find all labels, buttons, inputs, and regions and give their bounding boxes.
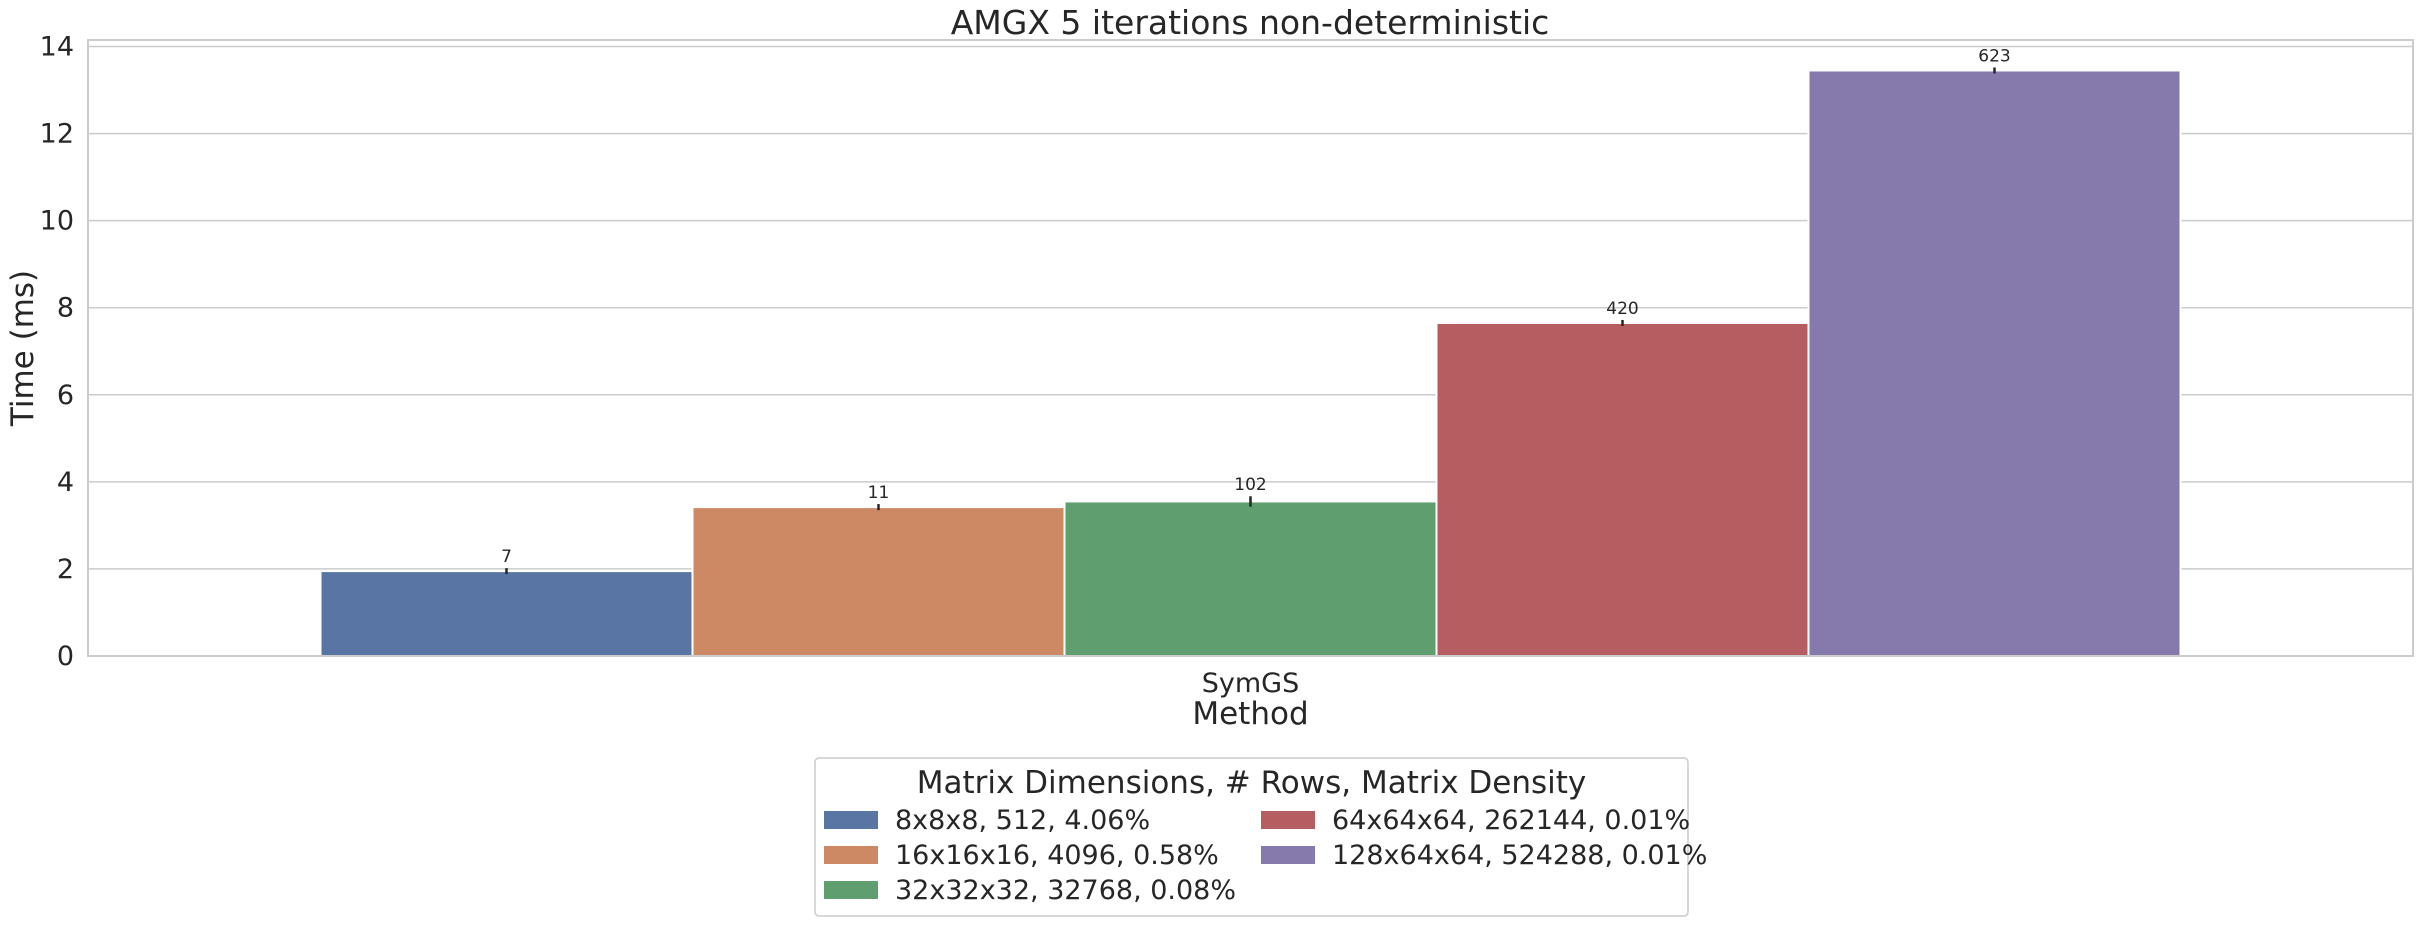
legend-item: 32x32x32, 32768, 0.08% [824, 875, 1236, 906]
legend-swatch [1261, 811, 1315, 829]
legend-swatch [824, 846, 878, 864]
legend-title: Matrix Dimensions, # Rows, Matrix Densit… [917, 765, 1587, 801]
plot-frame [87, 39, 2414, 657]
bar [1063, 500, 1438, 658]
legend-label: 32x32x32, 32768, 0.08% [895, 875, 1236, 906]
y-tick-labels: 0 2 4 6 8 10 12 14 [40, 32, 74, 672]
bars: 7 11 102 420 623 [319, 46, 2182, 658]
legend: Matrix Dimensions, # Rows, Matrix Densit… [814, 757, 1707, 917]
bar [691, 506, 1066, 658]
legend-label: 128x64x64, 524288, 0.01% [1332, 840, 1707, 871]
legend-label: 16x16x16, 4096, 0.58% [895, 840, 1219, 871]
legend-item: 64x64x64, 262144, 0.01% [1261, 805, 1690, 836]
bar-value-label: 623 [1978, 46, 2010, 66]
bar [1807, 69, 2182, 657]
legend-item: 8x8x8, 512, 4.06% [824, 805, 1150, 836]
bar [319, 570, 694, 658]
bar [1435, 321, 1810, 657]
y-tick-label: 14 [40, 32, 74, 63]
bar-value-label: 7 [501, 547, 512, 567]
bar-value-label: 11 [868, 483, 890, 503]
y-axis-label: Time (ms) [5, 270, 41, 427]
legend-swatch [824, 881, 878, 899]
y-tick-label: 8 [57, 293, 74, 324]
legend-label: 64x64x64, 262144, 0.01% [1332, 805, 1690, 836]
y-tick-label: 6 [57, 380, 74, 411]
legend-items: 8x8x8, 512, 4.06% 16x16x16, 4096, 0.58% 32… [824, 805, 1707, 906]
y-tick-label: 2 [57, 554, 74, 585]
chart-title: AMGX 5 iterations non-deterministic [951, 3, 1550, 42]
legend-item: 128x64x64, 524288, 0.01% [1261, 840, 1707, 871]
gridlines [88, 45, 2413, 657]
x-tick-labels: SymGS [1202, 668, 1299, 699]
y-tick-label: 0 [57, 641, 74, 672]
x-tick-label: SymGS [1202, 668, 1299, 699]
y-tick-label: 12 [40, 119, 74, 150]
y-tick-label: 4 [57, 467, 74, 498]
bar-value-label: 102 [1234, 475, 1266, 495]
x-axis-label: Method [1192, 696, 1308, 732]
legend-swatch [1261, 846, 1315, 864]
legend-item: 16x16x16, 4096, 0.58% [824, 840, 1219, 871]
y-tick-label: 10 [40, 206, 74, 237]
legend-swatch [824, 811, 878, 829]
bar-value-label: 420 [1606, 299, 1638, 319]
legend-box [814, 757, 1689, 917]
legend-label: 8x8x8, 512, 4.06% [895, 805, 1150, 836]
